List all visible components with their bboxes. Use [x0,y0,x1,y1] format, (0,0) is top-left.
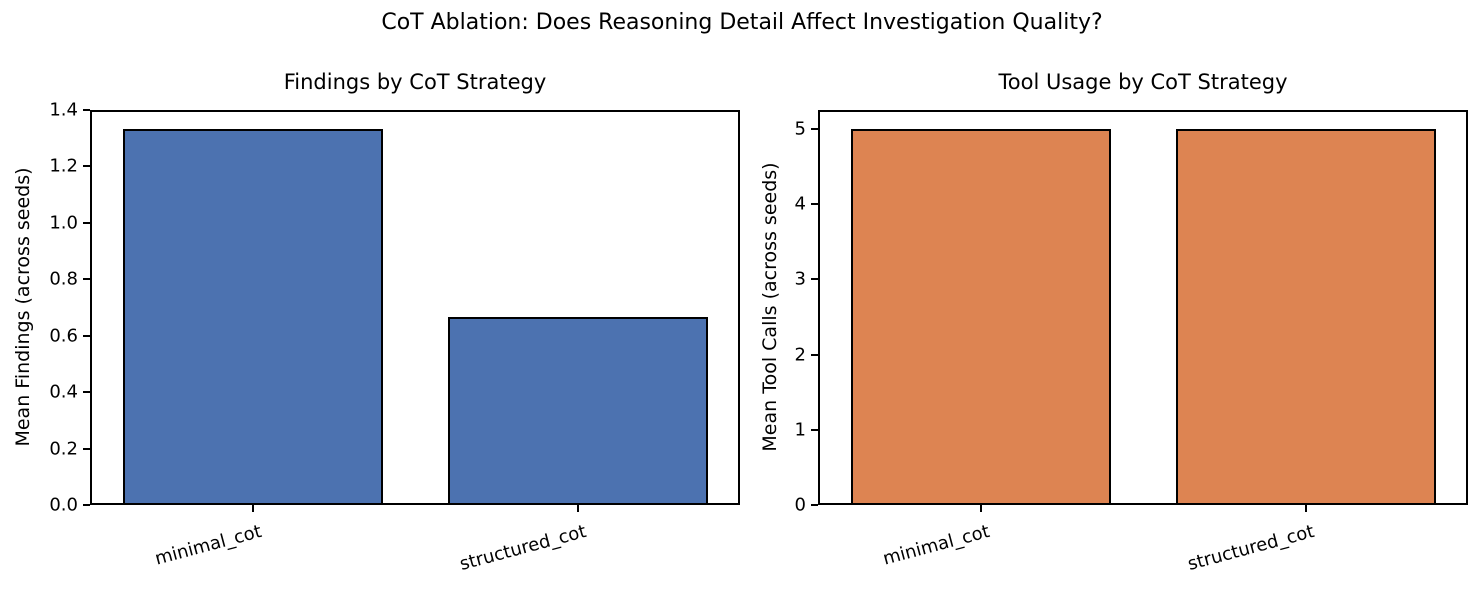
plot-title: Findings by CoT Strategy [283,70,547,94]
y-tick-mark [83,165,90,168]
y-tick-label: 3 [794,268,806,290]
y-tick-mark [811,278,818,281]
y-tick-label: 0.0 [49,494,78,516]
y-tick-label: 1.0 [49,212,78,234]
y-tick-mark [811,203,818,206]
bar-minimal_cot [122,128,383,505]
y-tick-label: 1.2 [49,155,78,177]
y-tick-mark [83,334,90,337]
plot-title: Tool Usage by CoT Strategy [998,70,1288,94]
bar-minimal_cot [850,128,1111,505]
x-tick-label: structured_cot [457,521,589,575]
y-tick-label: 0.4 [49,381,78,403]
y-tick-mark [811,353,818,356]
y-tick-label: 0 [794,494,806,516]
y-tick-mark [83,278,90,281]
x-tick-mark [1304,505,1307,512]
figure-title: CoT Ablation: Does Reasoning Detail Affe… [381,10,1103,35]
x-tick-mark [979,505,982,512]
x-tick-mark [576,505,579,512]
y-tick-label: 1.4 [49,99,78,121]
x-tick-label: structured_cot [1185,521,1317,575]
x-tick-label: minimal_cot [880,521,992,570]
bar-structured_cot [447,316,708,505]
y-tick-label: 0.6 [49,325,78,347]
y-tick-mark [811,127,818,130]
y-tick-label: 4 [794,193,806,215]
y-tick-label: 2 [794,344,806,366]
y-tick-label: 0.2 [49,438,78,460]
y-tick-mark [83,221,90,224]
y-tick-mark [811,428,818,431]
y-tick-mark [83,504,90,506]
y-tick-label: 0.8 [49,268,78,290]
y-tick-label: 5 [794,118,806,140]
bar-structured_cot [1175,128,1436,505]
x-tick-label: minimal_cot [152,521,264,570]
y-tick-mark [811,504,818,506]
y-tick-mark [83,109,90,111]
y-tick-mark [83,391,90,394]
y-axis-label: Mean Tool Calls (across seeds) [759,162,781,452]
y-tick-label: 1 [794,419,806,441]
x-tick-mark [251,505,254,512]
y-axis-label: Mean Findings (across seeds) [12,167,34,447]
y-tick-mark [83,447,90,450]
